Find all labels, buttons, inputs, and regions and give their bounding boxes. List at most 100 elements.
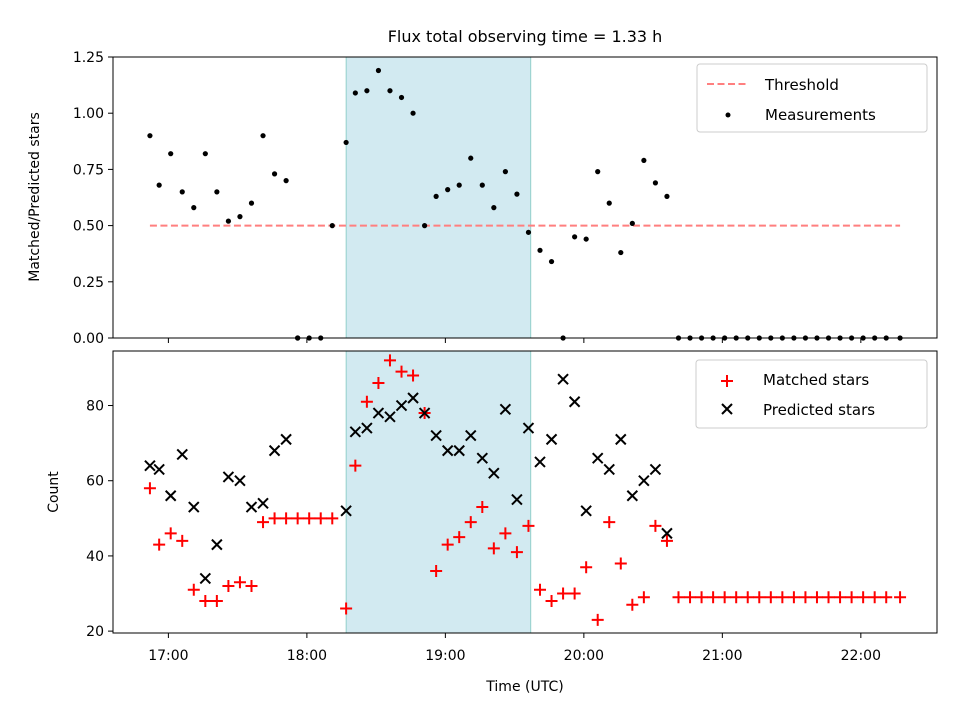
- predicted-star-point: [580, 505, 592, 517]
- matched-star-point: [580, 561, 593, 574]
- measurement-point: [572, 234, 578, 240]
- measurement-point: [606, 200, 612, 206]
- predicted-star-point: [349, 426, 362, 438]
- matched-star-point: [349, 459, 362, 472]
- predicted-star-point: [199, 572, 212, 585]
- matched-star-point: [291, 512, 304, 525]
- predicted-star-point: [372, 407, 385, 419]
- predicted-star-point: [153, 463, 165, 476]
- measurement-point: [364, 88, 370, 94]
- ratio-y-tick-label: 0.50: [73, 219, 104, 235]
- matched-star-point: [764, 591, 777, 604]
- count-highlight-span: [345, 350, 532, 634]
- matched-star-point: [372, 376, 385, 389]
- count-y-tick-label: 20: [86, 624, 104, 640]
- matched-star-point: [603, 516, 616, 529]
- measurement-point: [421, 223, 428, 229]
- predicted-star-point: [545, 433, 558, 446]
- matched-star-point: [340, 602, 353, 615]
- matched-star-point: [637, 591, 650, 604]
- ratio-legend-box: [696, 63, 928, 133]
- measurement-point: [191, 205, 197, 211]
- matched-star-point: [845, 591, 858, 604]
- predicted-star-point: [222, 471, 235, 483]
- measurement-point: [248, 200, 255, 206]
- measurement-point: [225, 218, 232, 224]
- predicted-star-point: [626, 490, 639, 502]
- matched-star-point: [314, 512, 327, 525]
- matched-star-point: [395, 365, 408, 378]
- measurement-point: [537, 247, 543, 253]
- count-x-tick-label: 21:00: [702, 648, 742, 664]
- matched-star-point: [245, 580, 258, 592]
- measurement-point: [629, 220, 635, 226]
- matched-star-point: [176, 534, 189, 547]
- chart-title: Flux total observing time = 1.33 h: [388, 27, 663, 46]
- matched-star-point: [383, 354, 396, 367]
- measurement-point: [433, 193, 439, 199]
- matched-star-point: [510, 546, 523, 559]
- predicted-star-point: [499, 403, 512, 415]
- measurement-point: [479, 182, 485, 188]
- matched-star-point: [672, 591, 685, 604]
- ratio-y-tick-label: 1.25: [73, 50, 104, 66]
- matched-star-point: [441, 538, 454, 551]
- predicted-star-point: [430, 429, 442, 442]
- measurement-point: [237, 214, 243, 220]
- matched-star-point: [822, 591, 835, 604]
- measurement-point: [179, 189, 185, 195]
- measurement-point: [445, 187, 451, 193]
- measurement-point: [398, 94, 405, 101]
- measurement-point: [260, 133, 266, 139]
- matched-star-point: [557, 587, 570, 600]
- matched-star-point: [153, 538, 166, 551]
- predicted-star-point: [211, 538, 223, 551]
- predicted-star-point: [476, 452, 489, 464]
- predicted-star-point: [591, 452, 604, 464]
- measurement-point: [548, 258, 555, 265]
- legend-threshold-label: Threshold: [764, 76, 839, 94]
- measurement-point: [468, 155, 474, 161]
- legend-predicted-swatch: [721, 403, 733, 415]
- measurement-point: [343, 139, 349, 146]
- measurement-point: [214, 189, 220, 195]
- matched-star-point: [280, 512, 293, 525]
- predicted-star-point: [488, 467, 500, 479]
- predicted-star-point: [176, 448, 188, 461]
- measurement-point: [283, 178, 289, 184]
- x-axis-label: Time (UTC): [485, 679, 563, 695]
- matched-points: [143, 354, 907, 626]
- predicted-star-point: [384, 411, 396, 423]
- matched-star-point: [649, 519, 662, 532]
- measurement-point: [271, 171, 278, 177]
- matched-star-point: [164, 527, 177, 540]
- matched-star-point: [894, 591, 907, 604]
- predicted-star-point: [661, 527, 673, 540]
- matched-star-point: [787, 591, 800, 604]
- measurement-point: [168, 151, 174, 157]
- measurement-point: [641, 157, 647, 164]
- predicted-star-point: [407, 392, 419, 404]
- ratio-plot-frame: [112, 56, 938, 339]
- matched-star-point: [407, 369, 420, 382]
- ratio-panel: 0.00 0.25 0.50 0.75 1.00 1.25 Matched/Predict…: [27, 50, 938, 347]
- matched-star-point: [199, 595, 212, 608]
- measurement-point: [525, 229, 532, 235]
- predicted-star-point: [268, 444, 281, 457]
- predicted-star-point: [234, 475, 246, 487]
- predicted-star-point: [465, 429, 477, 442]
- predicted-star-point: [361, 422, 373, 434]
- predicted-star-point: [245, 501, 258, 513]
- ratio-legend: Threshold Measurements: [696, 63, 928, 133]
- ratio-y-tick-label: 0.25: [73, 275, 104, 291]
- measurement-point: [491, 205, 497, 211]
- count-plot-frame: [112, 350, 938, 634]
- predicted-star-point: [164, 490, 177, 502]
- matched-star-point: [776, 591, 789, 604]
- matched-star-point: [268, 512, 281, 525]
- measurement-point: [514, 191, 520, 197]
- measurement-point: [502, 169, 508, 175]
- measurement-point: [352, 90, 358, 96]
